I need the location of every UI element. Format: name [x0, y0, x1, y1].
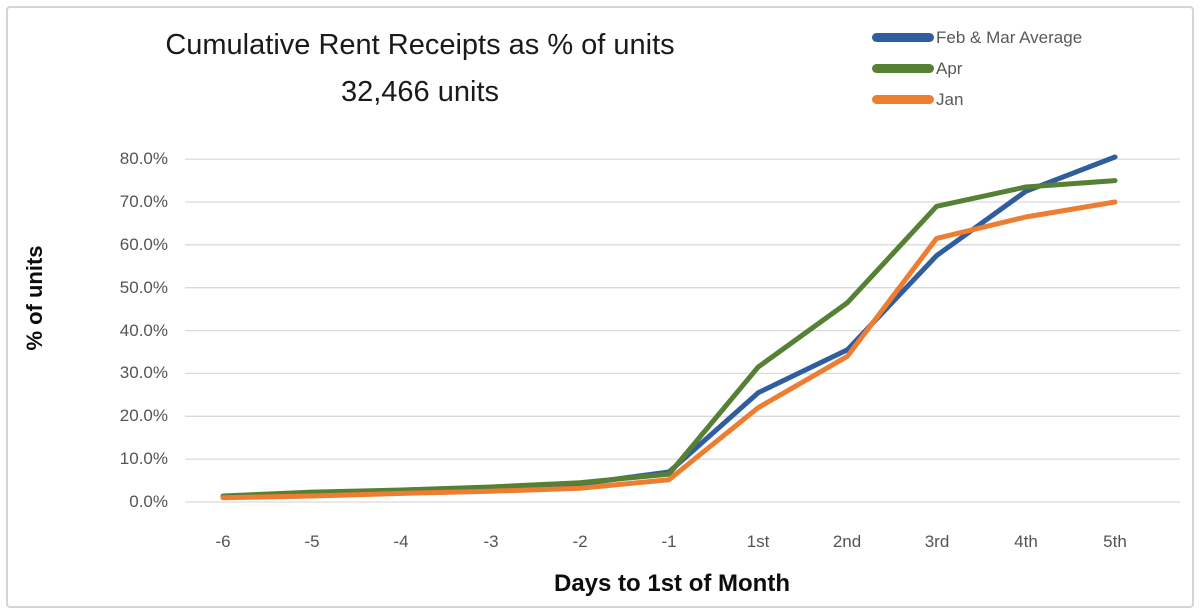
x-axis-title: Days to 1st of Month	[553, 570, 790, 597]
y-tick-label: 40.0%	[119, 321, 168, 340]
y-tick-label: 60.0%	[119, 235, 168, 254]
legend-label: Apr	[936, 58, 963, 78]
x-tick-label: 3rd	[924, 532, 950, 551]
x-tick-label: -4	[393, 532, 409, 551]
legend-swatch-icon	[872, 33, 934, 42]
y-tick-label: 80.0%	[119, 149, 168, 168]
chart-title-line1: Cumulative Rent Receipts as % of units	[165, 29, 675, 61]
x-tick-label: -6	[215, 532, 231, 551]
y-tick-label: 10.0%	[119, 449, 168, 468]
series-line-jan	[220, 199, 1118, 501]
y-axis-title: % of units	[22, 245, 47, 351]
x-tick-label: 2nd	[832, 532, 862, 551]
chart-title-line2: 32,466 units	[340, 76, 499, 108]
x-tick-label: -5	[304, 532, 320, 551]
series-line-apr	[220, 178, 1118, 499]
legend-label: Feb & Mar Average	[936, 27, 1083, 47]
legend-item-jan[interactable]: Jan	[872, 84, 1082, 115]
y-tick-label: 0.0%	[129, 492, 168, 511]
legend-swatch-icon	[872, 64, 934, 73]
series-lines	[220, 154, 1118, 501]
legend-item-apr[interactable]: Apr	[872, 53, 1082, 84]
gridlines	[185, 158, 1180, 503]
y-tick-label: 30.0%	[119, 363, 168, 382]
y-tick-label: 70.0%	[119, 192, 168, 211]
x-tick-label: 5th	[1103, 532, 1127, 551]
y-tick-label: 50.0%	[119, 278, 168, 297]
x-tick-label: -2	[572, 532, 588, 551]
x-tick-label: -1	[661, 532, 677, 551]
x-tick-label: -3	[483, 532, 499, 551]
legend-swatch-icon	[872, 95, 934, 104]
legend: Feb & Mar Average Apr Jan	[872, 22, 1082, 115]
legend-label: Jan	[936, 89, 964, 109]
y-tick-label: 20.0%	[119, 406, 168, 425]
series-line-feb-mar-average	[220, 154, 1118, 500]
legend-item-feb-mar-average[interactable]: Feb & Mar Average	[872, 22, 1082, 53]
chart-title: Cumulative Rent Receipts as % of units 3…	[75, 22, 765, 116]
x-tick-label: 4th	[1014, 532, 1038, 551]
x-tick-label: 1st	[746, 532, 770, 551]
